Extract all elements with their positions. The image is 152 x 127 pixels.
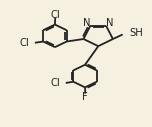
Text: Cl: Cl [51,78,60,88]
Text: Cl: Cl [20,38,30,48]
Text: F: F [83,92,88,102]
Text: SH: SH [130,28,143,38]
Text: N: N [83,18,91,28]
Text: N: N [106,18,113,28]
Text: Cl: Cl [50,10,60,20]
